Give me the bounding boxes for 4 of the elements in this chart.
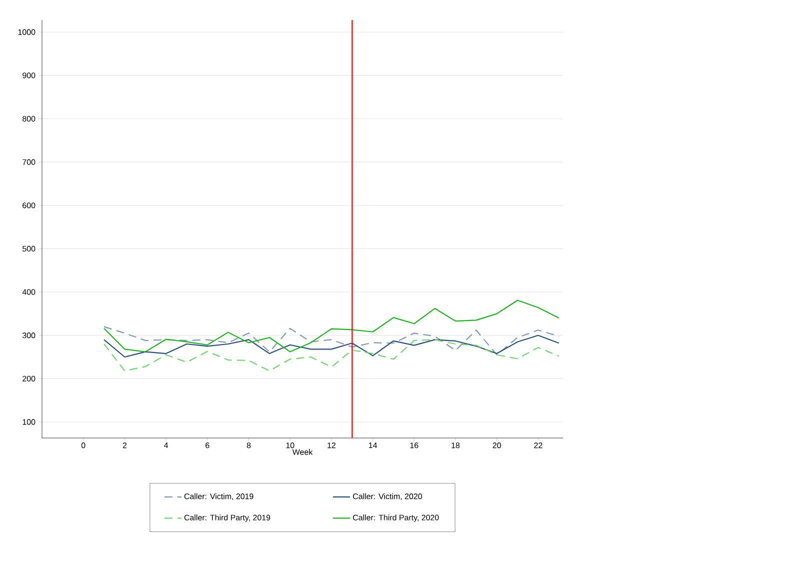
- line-series: [103, 334, 560, 358]
- line-series: [103, 326, 560, 356]
- line-series: [103, 300, 560, 352]
- line-series: [103, 339, 560, 372]
